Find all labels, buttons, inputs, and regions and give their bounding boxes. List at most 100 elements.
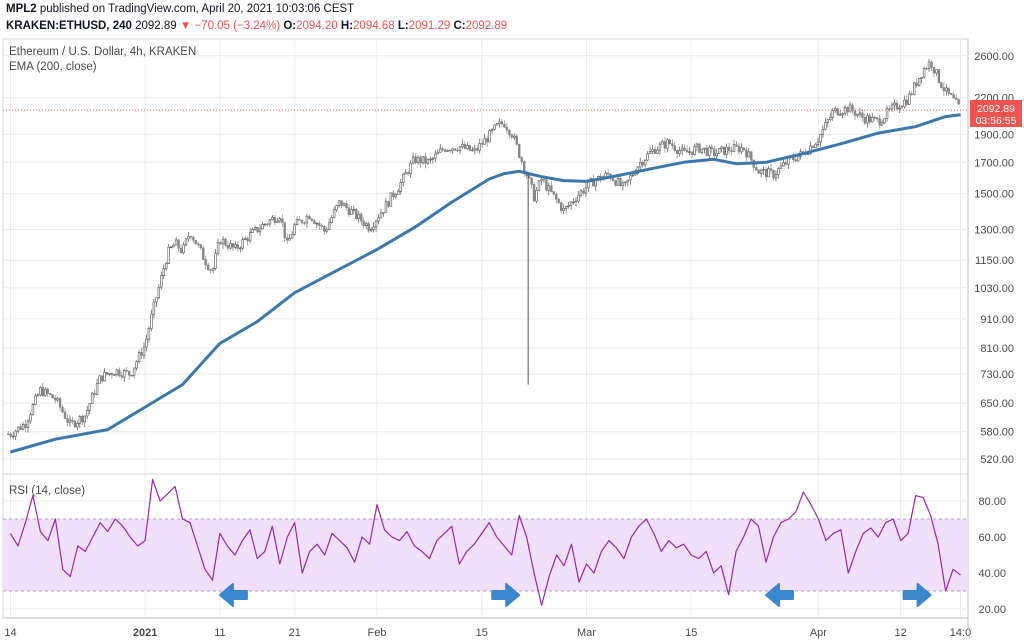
candle-body (619, 178, 622, 186)
price-pane-title: Ethereum / U.S. Dollar, 4h, KRAKEN (9, 46, 196, 58)
time-tick-label: 14 (4, 627, 16, 639)
time-tick-label: 21 (289, 627, 301, 639)
candle-body (717, 148, 721, 154)
candle-body (253, 227, 257, 230)
candle-body (46, 388, 49, 394)
candle-body (244, 238, 247, 240)
candle-body (885, 108, 889, 119)
candle-body (668, 139, 672, 144)
candle-body (49, 393, 52, 395)
candle-body (569, 201, 573, 206)
candle-body (392, 192, 395, 198)
candle-body (518, 143, 521, 158)
candle-body (834, 108, 837, 112)
candle-body (197, 243, 200, 246)
candle-body (530, 177, 533, 185)
candle-body (722, 146, 726, 155)
candle-body (737, 145, 741, 153)
candle-body (945, 87, 948, 92)
candle-body (920, 76, 923, 79)
candle-body (192, 236, 195, 241)
candle-body (66, 418, 69, 423)
candle-body (730, 150, 733, 152)
low-label: L: (397, 20, 409, 32)
candle-body (606, 172, 610, 175)
candle-body (345, 203, 348, 209)
candle-body (446, 149, 449, 152)
candle-body (261, 224, 264, 230)
arrow-right-icon (491, 583, 521, 607)
candle-body (757, 169, 760, 174)
candle-body (908, 93, 911, 105)
candle-body (78, 416, 82, 424)
candle-body (169, 246, 173, 249)
candle-body (281, 218, 284, 223)
candle-body (821, 128, 825, 135)
candle-body (76, 423, 79, 428)
candle-body (439, 148, 442, 153)
candle-body (742, 147, 746, 151)
candle-body (782, 162, 785, 167)
candle-body (584, 187, 588, 194)
candle-body (478, 143, 481, 151)
symbol-name[interactable]: KRAKEN:ETHUSD, 240 (6, 20, 132, 32)
price-tick-label: 1500.00 (974, 189, 1014, 201)
candle-body (68, 419, 72, 423)
candle-body (424, 156, 427, 164)
candle-body (14, 430, 17, 437)
candle-body (868, 115, 871, 123)
candle-body (377, 217, 380, 222)
candle-body (202, 247, 205, 260)
candle-body (251, 229, 254, 233)
candle-body (278, 218, 281, 222)
candle-body (21, 424, 25, 430)
candle-body (545, 179, 548, 191)
high-value: 2094.68 (353, 20, 395, 32)
candle-body (476, 148, 479, 151)
candle-body (493, 124, 496, 130)
price-tick-label: 580.00 (980, 427, 1014, 439)
candle-body (690, 151, 694, 156)
candle-body (678, 150, 681, 154)
arrow-left-icon (765, 583, 794, 607)
candle-body (843, 106, 847, 114)
time-tick-label: 15 (685, 627, 697, 639)
candle-body (772, 169, 775, 179)
candle-body (90, 392, 94, 404)
candle-body (172, 244, 175, 248)
time-tick-label: 11 (214, 627, 225, 639)
candle-body (256, 227, 259, 233)
candle-body (503, 123, 506, 128)
candle-body (740, 147, 743, 153)
close-value: 2092.89 (465, 20, 508, 32)
candle-body (199, 244, 202, 249)
candle-body (53, 397, 57, 401)
candle-body (930, 61, 933, 68)
candle-body (152, 301, 156, 315)
candle-body (895, 102, 899, 110)
time-tick-label: 2021 (133, 627, 157, 639)
candle-body (732, 144, 736, 152)
candle-body (406, 172, 410, 174)
candle-body (219, 242, 222, 245)
candle-body (318, 222, 321, 226)
candle-body (404, 172, 407, 175)
candle-body (577, 194, 580, 202)
candle-body (293, 224, 296, 235)
candle-body (234, 244, 237, 248)
candle-body (957, 99, 960, 105)
arrow-layer (218, 583, 932, 607)
candle-body (710, 146, 713, 150)
candle-body (130, 374, 133, 377)
candle-body (246, 238, 249, 242)
candle-body (332, 209, 336, 218)
candle-body (708, 146, 711, 156)
publisher-name[interactable]: MPL2 (6, 3, 37, 15)
candle-body (532, 184, 536, 202)
candle-body (574, 200, 578, 203)
candle-body (24, 424, 27, 428)
candle-body (372, 226, 375, 230)
candle-body (157, 286, 161, 299)
candle-body (500, 121, 504, 125)
